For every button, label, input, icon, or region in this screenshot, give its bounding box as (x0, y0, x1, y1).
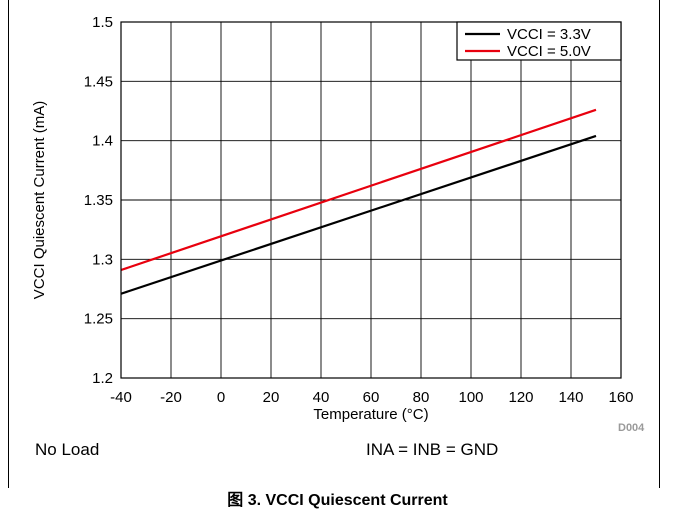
x-tick-label: 0 (217, 389, 225, 406)
x-tick-label: 80 (413, 389, 430, 406)
legend-label-1: VCCI = 3.3V (507, 26, 591, 43)
y-tick-label: 1.35 (84, 192, 113, 209)
y-tick-label: 1.5 (92, 14, 113, 31)
x-tick-label: 20 (263, 389, 280, 406)
note-load: No Load (35, 440, 100, 459)
x-tick-label: 40 (313, 389, 330, 406)
figure-frame (8, 0, 660, 488)
x-tick-label: 120 (508, 389, 533, 406)
series-line-1 (120, 134, 597, 295)
y-tick-label: 1.4 (92, 133, 113, 150)
figure-caption: 图 3. VCCI Quiescent Current (227, 492, 448, 509)
note-inputs: INA = INB = GND (366, 440, 499, 459)
series-lines (120, 108, 597, 295)
figure-code: D004 (618, 422, 645, 434)
grid (120, 21, 622, 379)
y-tick-label: 1.45 (84, 73, 113, 90)
chart: -40 -20 0 20 40 60 80 100 120 140 160 1.21.251.31.… (31, 14, 634, 423)
y-tick-label: 1.3 (92, 251, 113, 268)
x-tick-label: -20 (160, 389, 182, 406)
x-tick-labels: -40 -20 0 20 40 60 80 100 120 140 160 (110, 389, 633, 406)
y-axis-label: VCCI Quiescent Current (mA) (31, 101, 48, 299)
y-tick-label: 1.2 (92, 370, 113, 387)
x-tick-label: 140 (558, 389, 583, 406)
x-tick-label: 60 (363, 389, 380, 406)
legend-box (456, 21, 622, 61)
x-tick-label: -40 (110, 389, 132, 406)
legend-label-2: VCCI = 5.0V (507, 43, 591, 60)
x-tick-label: 160 (608, 389, 633, 406)
x-tick-label: 100 (458, 389, 483, 406)
plot-border (120, 21, 622, 379)
y-tick-label: 1.25 (84, 311, 113, 328)
series-line-2 (120, 108, 597, 272)
y-tick-labels: 1.2 1.25 1.3 1.35 1.4 1.45 1.5 (84, 14, 113, 387)
x-axis-label: Temperature (°C) (313, 406, 428, 423)
